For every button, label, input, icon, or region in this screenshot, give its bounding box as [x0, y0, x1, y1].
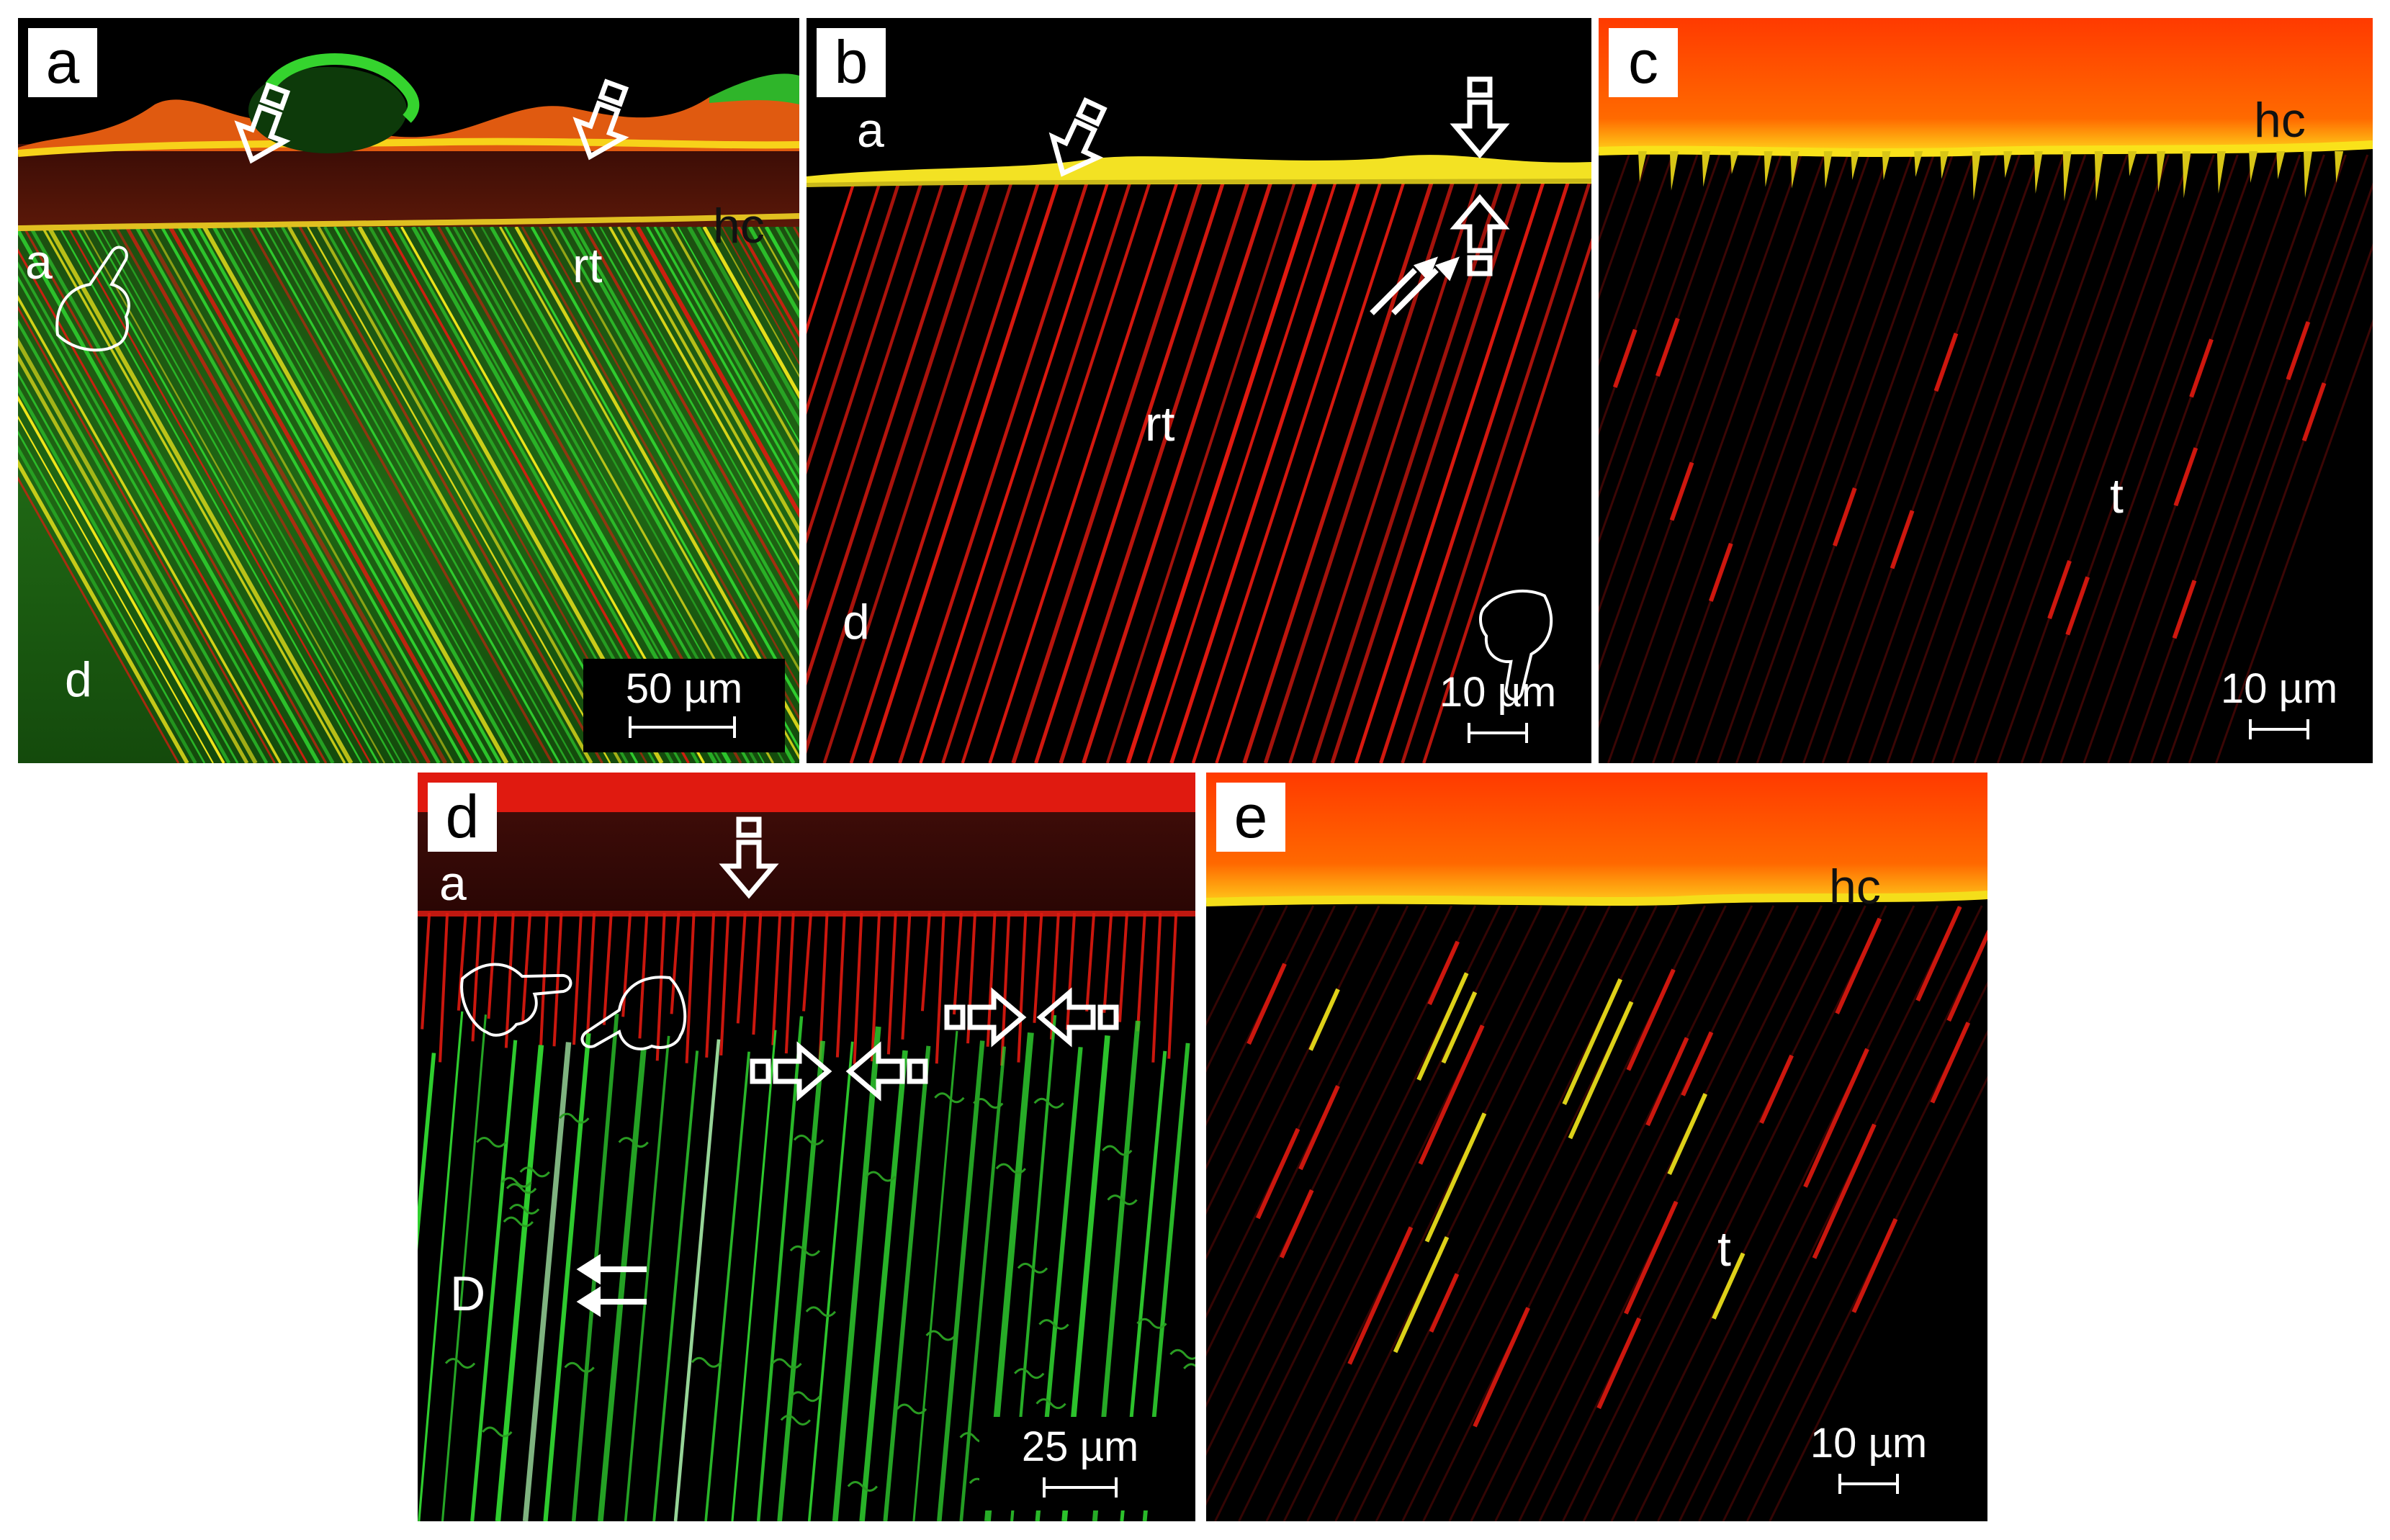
panel-a: a a hc rt d 50 µm	[18, 18, 799, 763]
panel-e-micrograph	[1206, 773, 1987, 1521]
panel-c-micrograph	[1599, 18, 2373, 763]
panel-a-annotation-rt: rt	[572, 238, 603, 293]
panel-e-scale-bar: 10 µm	[1768, 1413, 1969, 1507]
panel-d-label: d	[428, 783, 497, 852]
panel-c-scale-bar: 10 µm	[2178, 659, 2373, 752]
panel-b-annotation-rt: rt	[1145, 397, 1175, 451]
panel-c-scale-line	[2249, 719, 2309, 739]
panel-c-annotation-t: t	[2110, 469, 2124, 523]
panel-a-scale-text: 50 µm	[625, 665, 743, 712]
panel-e-scale-line	[1838, 1474, 1899, 1494]
panel-b-micrograph	[807, 18, 1591, 763]
panel-c-label: c	[1609, 28, 1678, 97]
panel-d: d a D 25 µm	[418, 773, 1195, 1521]
panel-e-annotation-hc: hc	[1829, 860, 1881, 914]
panel-c: c hc t 10 µm	[1599, 18, 2373, 763]
panel-a-scale-bar: 50 µm	[583, 659, 785, 752]
panel-e-annotation-t: t	[1717, 1222, 1731, 1276]
panel-d-scale-line	[1043, 1477, 1118, 1498]
panel-b-annotation-a: a	[857, 103, 884, 158]
panel-d-annotation-a: a	[439, 856, 467, 911]
panel-b: b a rt d 10 µm	[807, 18, 1591, 763]
panel-e-label: e	[1216, 783, 1285, 852]
panel-a-micrograph	[18, 18, 799, 763]
panel-a-scale-line	[629, 716, 736, 738]
panel-a-annotation-hc: hc	[713, 199, 765, 253]
panel-a-label: a	[28, 28, 97, 97]
panel-b-scale-line	[1468, 723, 1528, 743]
panel-d-scale-text: 25 µm	[1021, 1423, 1139, 1470]
panel-d-scale-bar: 25 µm	[979, 1417, 1181, 1510]
panel-b-label: b	[817, 28, 886, 97]
panel-d-micrograph	[418, 773, 1195, 1521]
panel-c-scale-text: 10 µm	[2220, 665, 2338, 712]
panel-d-annotation-D: D	[450, 1266, 486, 1321]
panel-e-scale-text: 10 µm	[1810, 1420, 1928, 1467]
panel-b-scale-text: 10 µm	[1439, 669, 1557, 716]
panel-e: e hc t 10 µm	[1206, 773, 1987, 1521]
panel-a-annotation-d: d	[65, 652, 92, 707]
panel-c-annotation-hc: hc	[2254, 93, 2306, 148]
panel-a-annotation-a: a	[25, 235, 53, 289]
panel-b-annotation-d: d	[843, 595, 870, 649]
panel-b-scale-bar: 10 µm	[1397, 662, 1591, 756]
